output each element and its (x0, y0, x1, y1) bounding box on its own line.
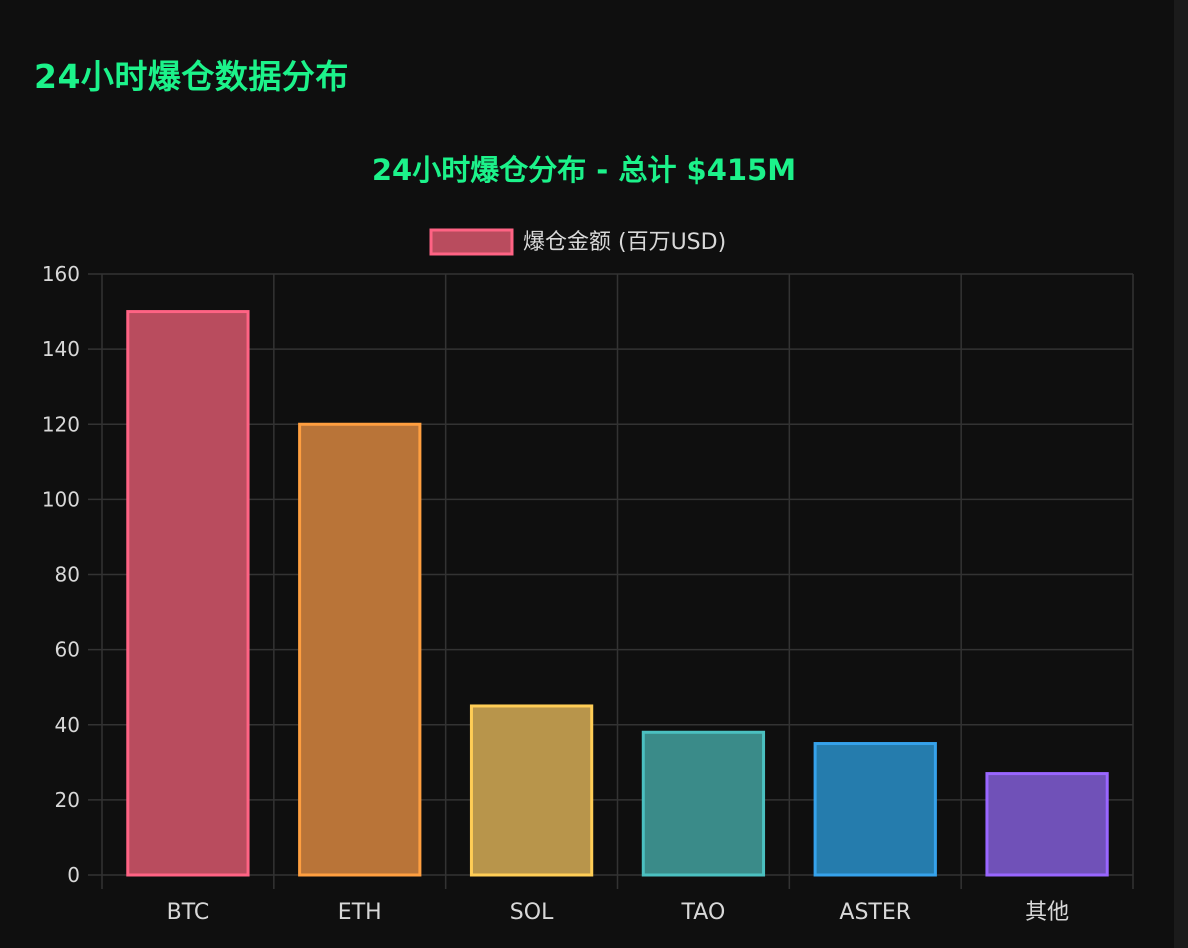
x-tick-label: ASTER (839, 900, 911, 925)
x-tick-label: SOL (510, 900, 554, 925)
chart-legend[interactable]: 爆仓金额 (百万USD) (429, 228, 726, 256)
chart-title: 24小时爆仓分布 - 总计 $415M (372, 153, 796, 187)
bar-tao[interactable] (641, 730, 766, 877)
right-edge-strip (1174, 0, 1188, 948)
bar-series (126, 310, 1109, 877)
bar-aster[interactable] (813, 742, 937, 877)
y-tick-label: 60 (55, 638, 80, 662)
y-tick-label: 140 (42, 337, 80, 361)
x-tick-label: TAO (681, 900, 726, 925)
x-axis: BTC ETH SOL TAO ASTER 其他 (167, 900, 1069, 925)
legend-label: 爆仓金额 (百万USD) (523, 230, 726, 255)
y-tick-label: 80 (55, 563, 80, 587)
bar-btc[interactable] (126, 310, 250, 877)
legend-swatch (429, 228, 514, 256)
y-tick-label: 160 (42, 262, 80, 286)
page-title: 24小时爆仓数据分布 (34, 57, 349, 96)
x-tick-label: 其他 (1025, 900, 1069, 925)
y-tick-label: 100 (42, 487, 80, 511)
y-axis: 0 20 40 60 80 100 120 140 160 (42, 262, 80, 887)
y-tick-label: 40 (55, 713, 80, 737)
y-tick-label: 0 (67, 863, 80, 887)
y-tick-label: 20 (55, 788, 80, 812)
chart-grid (88, 273, 1134, 889)
x-tick-label: ETH (338, 900, 382, 925)
bar-eth[interactable] (298, 422, 422, 877)
x-tick-label: BTC (167, 900, 210, 925)
y-tick-label: 120 (42, 412, 80, 436)
bar-其他[interactable] (985, 772, 1109, 877)
bar-sol[interactable] (469, 704, 594, 877)
